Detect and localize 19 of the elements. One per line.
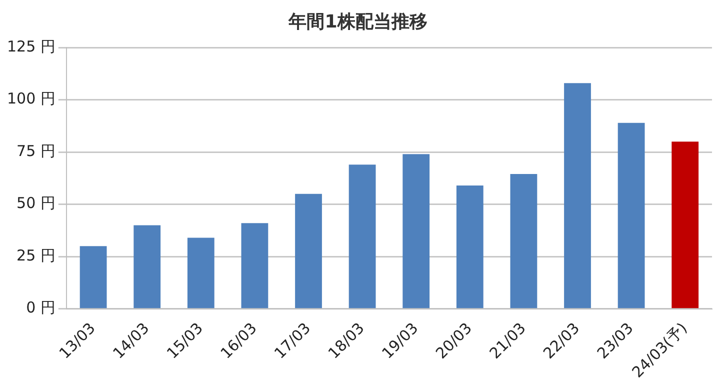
y-tick-label: 100 円 [6, 90, 56, 108]
bar [456, 186, 484, 308]
bar [618, 122, 645, 308]
bar [348, 164, 376, 308]
bar [134, 225, 161, 308]
bar [672, 142, 699, 308]
y-tick-label: 125 円 [6, 37, 56, 56]
bar [510, 174, 538, 308]
bar [402, 154, 430, 308]
bar [241, 223, 268, 308]
y-tick-label: 25 円 [16, 246, 56, 264]
bar [187, 238, 214, 308]
bar [80, 246, 107, 308]
y-tick-label: 50 円 [16, 194, 56, 212]
chart-title: 年間1株配当推移 [288, 11, 428, 32]
y-tick-label: 0 円 [26, 298, 56, 317]
bar [295, 194, 322, 308]
y-tick-label: 75 円 [16, 142, 56, 160]
bar [564, 83, 591, 308]
